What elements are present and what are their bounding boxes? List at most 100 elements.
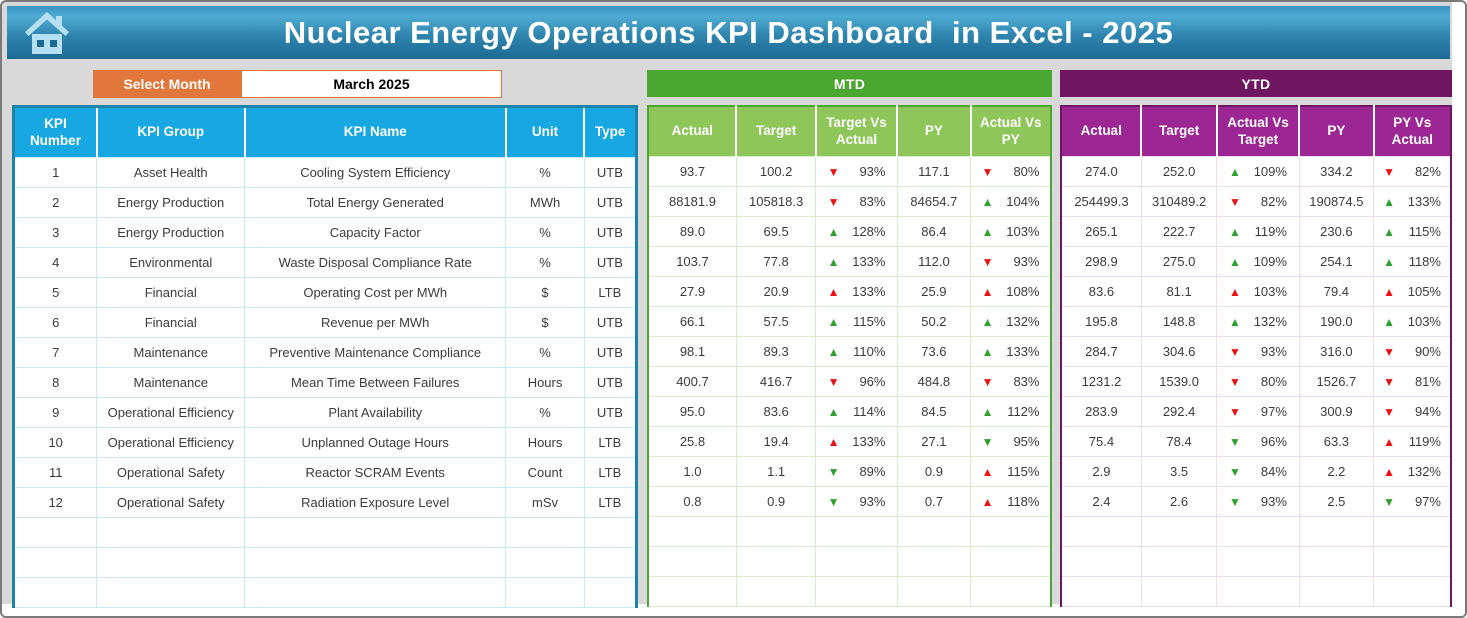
kpi-name-cell: Cooling System Efficiency [244, 157, 507, 188]
down-arrow-icon: ▼ [827, 194, 840, 209]
empty-cell [735, 576, 817, 607]
empty-cell [96, 547, 246, 578]
down-arrow-icon: ▼ [1383, 164, 1395, 179]
mtd-target-cell: 57.5 [735, 306, 817, 337]
empty-cell [1060, 576, 1142, 607]
ytd-py-cell: 2.5 [1298, 486, 1375, 517]
ytd-values-table: Actual Target Actual Vs Target PY PY Vs Actu… [1060, 105, 1452, 607]
unit-cell: $ [505, 307, 585, 338]
ytd-target-cell: 148.8 [1140, 306, 1218, 337]
empty-cell [1373, 546, 1452, 577]
column-header: Type [583, 106, 637, 158]
empty-cell [1216, 576, 1300, 607]
kpi-number-cell: 3 [12, 217, 98, 248]
table-row: 103.7 77.8 ▲ 133% 112.0 ▼ 93% [647, 246, 1052, 277]
percent-value: 115% [853, 314, 886, 329]
percent-value: 103% [1006, 224, 1040, 239]
down-arrow-icon: ▼ [1383, 374, 1395, 389]
empty-cell [647, 546, 737, 577]
up-arrow-icon: ▲ [981, 284, 994, 299]
type-cell: UTB [583, 367, 638, 398]
percent-value: 132% [1006, 314, 1040, 329]
ytd-actual-vs-target-cell: ▲ 103% [1216, 276, 1300, 307]
up-arrow-icon: ▲ [981, 464, 994, 479]
kpi-group-cell: Energy Production [96, 217, 246, 248]
percent-value: 93% [1260, 344, 1287, 359]
empty-cell [1298, 576, 1375, 607]
mtd-target-vs-actual-cell: ▼ 93% [815, 486, 898, 517]
type-cell: UTB [583, 397, 638, 428]
percent-value: 133% [1407, 194, 1441, 209]
mtd-py-cell: 117.1 [896, 156, 972, 187]
table-row: 400.7 416.7 ▼ 96% 484.8 ▼ 83% [647, 366, 1052, 397]
up-arrow-icon: ▲ [1229, 164, 1241, 179]
column-header: Actual [648, 106, 737, 157]
mtd-py-cell: 484.8 [896, 366, 972, 397]
down-arrow-icon: ▼ [981, 164, 994, 179]
ytd-py-vs-actual-cell: ▼ 90% [1373, 336, 1452, 367]
empty-cell [96, 517, 246, 548]
ytd-actual-vs-target-cell: ▲ 109% [1216, 246, 1300, 277]
percent-value: 80% [1013, 164, 1040, 179]
percent-value: 133% [852, 284, 886, 299]
unit-cell: % [505, 247, 585, 278]
percent-value: 115% [1408, 224, 1441, 239]
empty-row [647, 546, 1052, 577]
up-arrow-icon: ▲ [827, 314, 840, 329]
percent-value: 82% [1414, 164, 1441, 179]
ytd-py-cell: 254.1 [1298, 246, 1375, 277]
percent-value: 109% [1253, 254, 1287, 269]
home-icon[interactable] [23, 11, 71, 55]
mtd-actual-cell: 88181.9 [647, 186, 737, 217]
kpi-name-cell: Operating Cost per MWh [244, 277, 507, 308]
mtd-target-cell: 19.4 [735, 426, 817, 457]
mtd-py-cell: 0.9 [896, 456, 972, 487]
percent-value: 83% [859, 194, 886, 209]
month-dropdown[interactable]: March 2025 [241, 70, 502, 98]
table-row: 11 Operational Safety Reactor SCRAM Events… [12, 457, 638, 488]
down-arrow-icon: ▼ [1229, 434, 1241, 449]
mtd-target-cell: 69.5 [735, 216, 817, 247]
percent-value: 89% [859, 464, 886, 479]
column-header: PY [896, 106, 971, 157]
table-row: 298.9 275.0 ▲ 109% 254.1 ▲ 118% [1060, 246, 1452, 277]
column-header: PY Vs Actual [1372, 106, 1451, 157]
mtd-target-cell: 105818.3 [735, 186, 817, 217]
percent-value: 96% [1260, 434, 1287, 449]
column-header: Target Vs Actual [814, 106, 898, 157]
ytd-actual-vs-target-cell: ▼ 82% [1216, 186, 1300, 217]
type-cell: UTB [583, 187, 638, 218]
percent-value: 80% [1260, 374, 1287, 389]
ytd-actual-cell: 83.6 [1060, 276, 1142, 307]
mtd-actual-vs-py-cell: ▲ 104% [970, 186, 1052, 217]
ytd-target-cell: 310489.2 [1140, 186, 1218, 217]
percent-value: 132% [1407, 464, 1441, 479]
ytd-py-vs-actual-cell: ▼ 94% [1373, 396, 1452, 427]
ytd-actual-cell: 75.4 [1060, 426, 1142, 457]
percent-value: 83% [1013, 374, 1040, 389]
empty-cell [735, 546, 817, 577]
select-month-button[interactable]: Select Month [93, 70, 241, 98]
down-arrow-icon: ▼ [1229, 344, 1241, 359]
empty-row [12, 517, 638, 548]
table-row: 6 Financial Revenue per MWh $ UTB [12, 307, 638, 338]
up-arrow-icon: ▲ [981, 314, 994, 329]
ytd-py-cell: 300.9 [1298, 396, 1375, 427]
mtd-actual-vs-py-cell: ▲ 132% [970, 306, 1052, 337]
down-arrow-icon: ▼ [1229, 194, 1241, 209]
down-arrow-icon: ▼ [1229, 374, 1241, 389]
type-cell: UTB [583, 217, 638, 248]
mtd-py-cell: 50.2 [896, 306, 972, 337]
ytd-py-vs-actual-cell: ▼ 82% [1373, 156, 1452, 187]
ytd-actual-cell: 298.9 [1060, 246, 1142, 277]
mtd-actual-cell: 0.8 [647, 486, 737, 517]
empty-cell [970, 546, 1052, 577]
ytd-py-vs-actual-cell: ▲ 133% [1373, 186, 1452, 217]
empty-cell [96, 577, 246, 608]
table-row: 7 Maintenance Preventive Maintenance Compl… [12, 337, 638, 368]
up-arrow-icon: ▲ [1383, 434, 1395, 449]
empty-cell [815, 516, 898, 547]
kpi-number-cell: 6 [12, 307, 98, 338]
ytd-target-cell: 3.5 [1140, 456, 1218, 487]
column-header: Target [1140, 106, 1217, 157]
